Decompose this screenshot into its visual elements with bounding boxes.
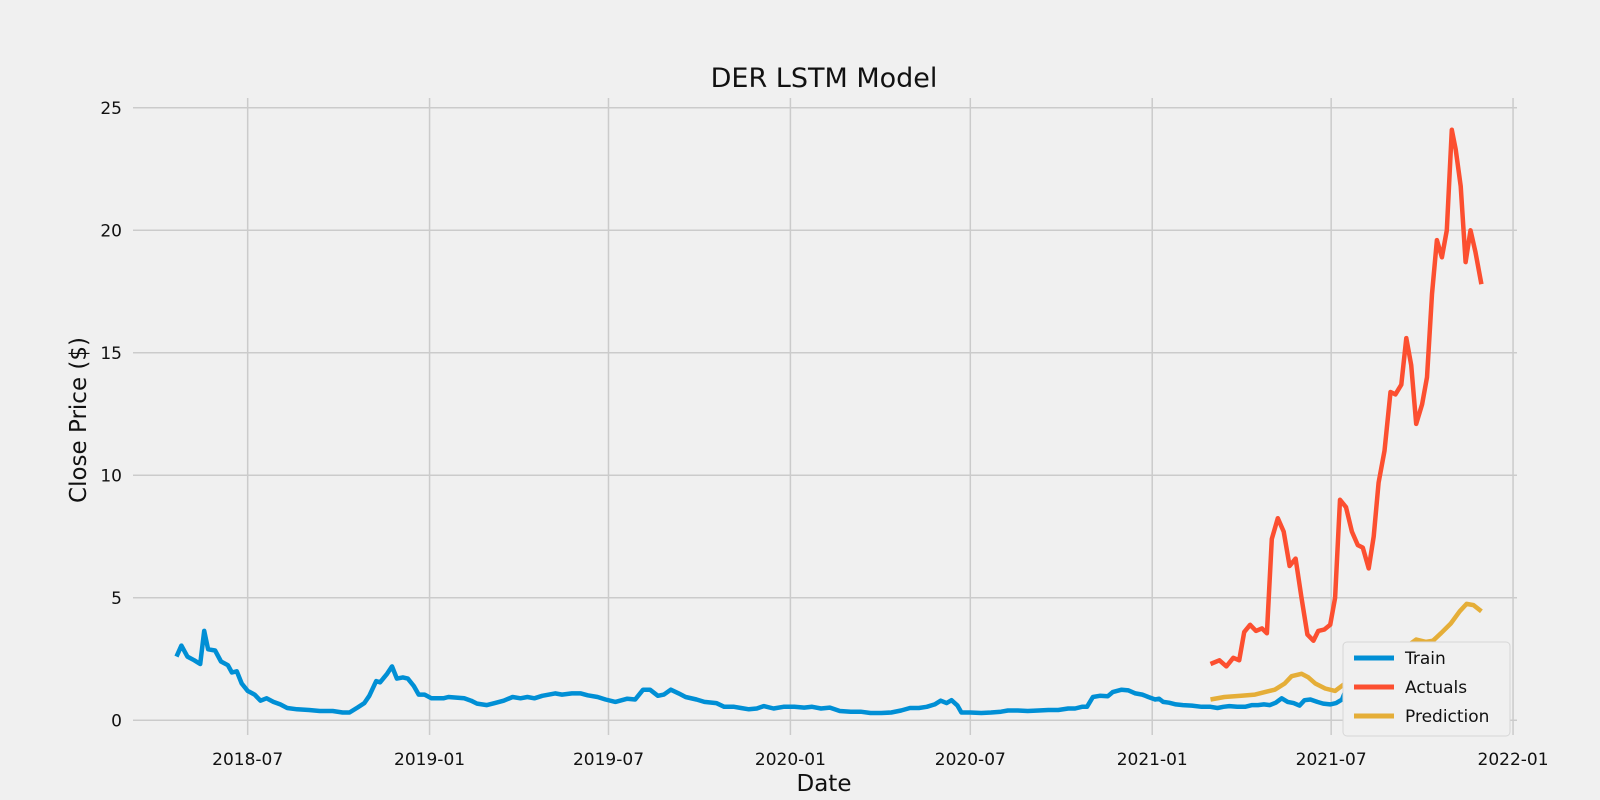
x-tick-label: 2021-01 xyxy=(1117,750,1188,770)
y-tick-label: 15 xyxy=(100,344,122,364)
x-tick-label: 2020-07 xyxy=(935,750,1006,770)
series-line-actuals xyxy=(1209,127,1484,669)
y-tick-label: 25 xyxy=(100,99,122,119)
y-tick-label: 0 xyxy=(111,711,122,731)
legend-label-train: Train xyxy=(1404,649,1446,669)
grid xyxy=(133,98,1517,735)
legend-box xyxy=(1342,641,1511,737)
legend: Train Actuals Prediction xyxy=(1342,641,1511,737)
x-tick-label: 2018-07 xyxy=(212,750,283,770)
y-tick-label: 10 xyxy=(100,466,122,486)
x-tick-label: 2019-07 xyxy=(573,750,644,770)
chart-title: DER LSTM Model xyxy=(711,63,938,94)
x-axis-label: Date xyxy=(797,771,852,797)
series-line-train xyxy=(174,628,1360,716)
x-tick-label: 2022-01 xyxy=(1478,750,1549,770)
x-tick-label: 2021-07 xyxy=(1296,750,1367,770)
tick-labels: 2018-07 2019-01 2019-07 2020-01 2020-07 2021-… xyxy=(100,99,1548,770)
legend-label-prediction: Prediction xyxy=(1405,707,1489,727)
y-axis-label: Close Price ($) xyxy=(66,337,92,503)
x-tick-label: 2020-01 xyxy=(755,750,826,770)
series-layer xyxy=(174,127,1484,716)
legend-label-actuals: Actuals xyxy=(1405,678,1467,698)
y-tick-label: 20 xyxy=(100,221,122,241)
x-tick-label: 2019-01 xyxy=(394,750,465,770)
y-tick-label: 5 xyxy=(111,589,122,609)
